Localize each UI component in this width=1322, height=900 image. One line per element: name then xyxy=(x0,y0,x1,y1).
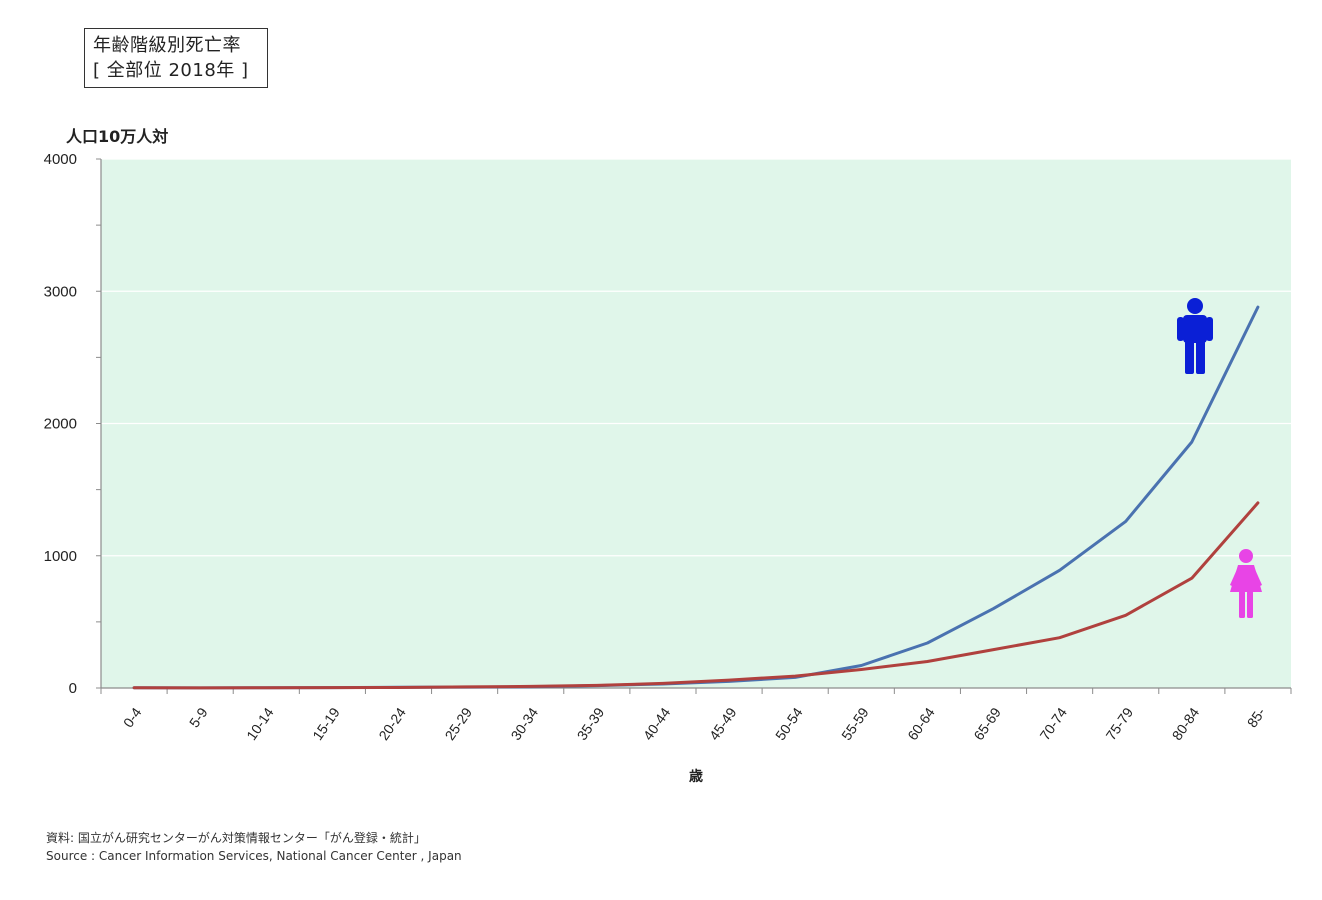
x-tick-label: 0-4 xyxy=(120,704,145,730)
x-tick-label: 20-24 xyxy=(375,704,409,743)
x-tick-label: 60-64 xyxy=(904,704,938,743)
x-tick-label: 70-74 xyxy=(1036,704,1070,743)
x-tick-label: 30-34 xyxy=(508,704,542,743)
y-axis-unit-label: 人口10万人対 xyxy=(66,127,169,146)
source-note-english: Source : Cancer Information Services, Na… xyxy=(46,849,462,863)
x-tick-label: 35-39 xyxy=(574,704,608,743)
y-tick-label: 4000 xyxy=(44,151,77,168)
y-tick-label: 1000 xyxy=(44,548,77,565)
source-note-japanese: 資料: 国立がん研究センターがん対策情報センター「がん登録・統計」 xyxy=(46,831,426,845)
chart-title: 年齢階級別死亡率 xyxy=(93,35,241,56)
x-tick-label: 15-19 xyxy=(309,704,343,743)
x-tick-label: 65-69 xyxy=(970,704,1004,743)
chart-subtitle: [ 全部位 2018年 ] xyxy=(93,60,249,81)
x-tick-label: 10-14 xyxy=(243,704,277,743)
x-tick-label: 75-79 xyxy=(1103,704,1137,743)
series-line-female xyxy=(132,501,1260,690)
y-tick-label: 2000 xyxy=(44,416,77,433)
x-tick-label: 5-9 xyxy=(186,704,211,730)
x-tick-label: 85- xyxy=(1244,704,1269,730)
female-figure-icon xyxy=(1230,549,1262,618)
x-tick-label: 40-44 xyxy=(640,704,674,743)
x-tick-label: 50-54 xyxy=(772,704,806,743)
x-tick-label: 80-84 xyxy=(1169,704,1203,743)
x-axis-label: 歳 xyxy=(689,768,703,785)
x-tick-label: 25-29 xyxy=(441,704,475,743)
chart-title-box: 年齢階級別死亡率 [ 全部位 2018年 ] xyxy=(84,28,268,88)
male-figure-icon xyxy=(1177,298,1213,374)
x-tick-label: 55-59 xyxy=(838,704,872,743)
y-tick-label: 3000 xyxy=(44,283,77,300)
x-tick-label: 45-49 xyxy=(706,704,740,743)
y-tick-label: 0 xyxy=(69,680,77,697)
